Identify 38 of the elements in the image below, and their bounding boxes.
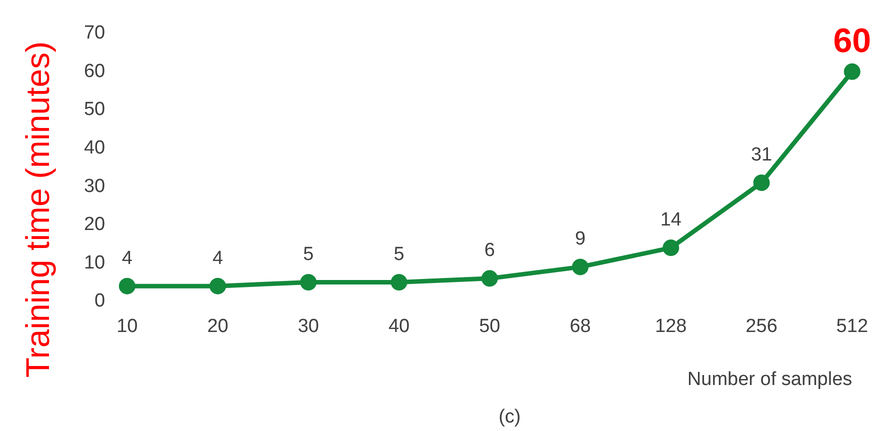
y-tick-label: 0	[94, 290, 106, 312]
point	[210, 278, 226, 294]
x-tick-label: 20	[207, 316, 228, 338]
y-axis-title: Training time (minutes)	[19, 41, 56, 378]
point	[481, 270, 498, 287]
x-tick-label: 68	[570, 316, 591, 338]
data-label: 9	[574, 228, 586, 250]
data-label: 5	[394, 244, 404, 265]
x-axis-title: Number of samples	[687, 368, 852, 390]
x-tick-label: 128	[655, 316, 687, 338]
data-label: 5	[303, 244, 314, 265]
x-tick-label: 256	[746, 316, 778, 338]
data-label: 6	[484, 240, 495, 262]
y-tick-label: 10	[84, 252, 106, 274]
point	[844, 63, 860, 80]
y-tick-label: 70	[84, 22, 106, 44]
data-label: 4	[212, 248, 224, 269]
x-tick-label: 30	[298, 316, 319, 338]
y-tick-label: 60	[84, 60, 106, 82]
point	[300, 274, 317, 291]
point	[572, 258, 589, 276]
y-tick-label: 40	[84, 137, 106, 158]
text: (c)	[498, 406, 521, 428]
data-label: 60	[833, 22, 872, 60]
data-label: 14	[660, 210, 682, 231]
y-tick-label: 20	[84, 214, 106, 236]
point	[390, 274, 408, 291]
point	[753, 174, 770, 191]
x-tick-label: 40	[388, 316, 410, 338]
point	[118, 278, 136, 294]
x-tick-label: 50	[479, 316, 500, 338]
point	[662, 240, 680, 256]
x-tick-label: 10	[116, 316, 138, 338]
data-label: 4	[122, 248, 133, 269]
x-tick-label: 512	[836, 316, 868, 338]
data-label: 31	[750, 144, 772, 166]
y-tick-label: 30	[84, 176, 106, 197]
y-tick-label: 50	[84, 99, 106, 120]
